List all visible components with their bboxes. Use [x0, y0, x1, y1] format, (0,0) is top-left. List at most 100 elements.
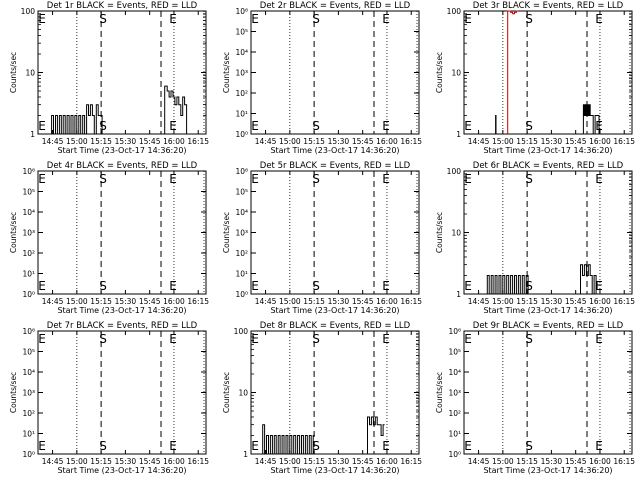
marker-label-s: S [312, 12, 320, 26]
marker-label-s: S [525, 439, 533, 453]
marker-label-e: E [595, 12, 603, 26]
y-tick-label: 10³ [235, 229, 248, 238]
panel-title: Det 3r BLACK = Events, RED = LLD [473, 1, 624, 11]
x-axis-label: Start Time (23-Oct-17 14:36:20) [57, 466, 186, 475]
x-tick-label: 14:45 [42, 457, 64, 466]
marker-label-e: E [38, 119, 46, 133]
y-axis-label: Counts/sec [435, 212, 444, 253]
x-tick-label: 16:15 [613, 137, 635, 146]
x-axis-label: Start Time (23-Oct-17 14:36:20) [483, 466, 612, 475]
x-tick-label: 15:15 [516, 297, 538, 306]
panel-det-5r: Det 5r BLACK = Events, RED = LLDEESSEE14… [222, 161, 422, 315]
marker-label-s: S [312, 439, 320, 453]
y-tick-label: 100 [447, 167, 462, 176]
marker-label-s: S [312, 119, 320, 133]
y-tick-label: 10³ [235, 69, 248, 78]
marker-label-e: E [464, 279, 472, 293]
panel-det-6r: Det 6r BLACK = Events, RED = LLDEESSEE14… [435, 161, 635, 315]
y-tick-label: 10² [22, 409, 35, 418]
y-tick-label: 10³ [448, 389, 461, 398]
y-tick-label: 10⁶ [22, 167, 35, 176]
marker-label-s: S [99, 12, 107, 26]
events-series-line [580, 264, 598, 295]
x-tick-label: 15:15 [90, 137, 112, 146]
y-axis-label: Counts/sec [222, 212, 231, 253]
x-tick-label: 14:45 [42, 297, 64, 306]
x-tick-label: 14:45 [255, 297, 277, 306]
x-tick-label: 15:00 [66, 297, 88, 306]
y-tick-label: 10³ [22, 229, 35, 238]
x-tick-label: 16:00 [589, 297, 611, 306]
y-tick-label: 100 [21, 7, 36, 16]
x-axis-label: Start Time (23-Oct-17 14:36:20) [57, 146, 186, 155]
y-axis-label: Counts/sec [9, 372, 18, 413]
x-tick-label: 15:45 [139, 457, 161, 466]
y-axis-label: Counts/sec [435, 372, 444, 413]
x-tick-label: 15:45 [352, 137, 374, 146]
events-series-line [582, 104, 601, 135]
x-axis-label: Start Time (23-Oct-17 14:36:20) [270, 146, 399, 155]
marker-label-e: E [595, 332, 603, 346]
marker-label-s: S [99, 279, 107, 293]
marker-label-e: E [251, 12, 259, 26]
x-tick-label: 15:30 [328, 297, 350, 306]
y-tick-label: 10² [22, 249, 35, 258]
y-tick-label: 10⁵ [22, 348, 35, 357]
y-tick-label: 1 [456, 130, 461, 139]
marker-label-e: E [169, 279, 177, 293]
y-tick-label: 10⁰ [22, 290, 35, 299]
marker-label-s: S [525, 172, 533, 186]
marker-label-e: E [38, 332, 46, 346]
x-tick-label: 16:00 [163, 457, 185, 466]
marker-label-e: E [382, 172, 390, 186]
marker-label-s: S [525, 12, 533, 26]
x-tick-label: 16:00 [163, 297, 185, 306]
y-tick-label: 10¹ [22, 430, 35, 439]
x-tick-label: 14:45 [468, 457, 490, 466]
x-tick-label: 15:00 [492, 137, 514, 146]
y-tick-label: 10 [451, 69, 461, 78]
x-tick-label: 15:30 [115, 137, 137, 146]
y-tick-label: 10⁵ [235, 28, 248, 37]
y-tick-label: 100 [447, 7, 462, 16]
marker-label-e: E [382, 439, 390, 453]
marker-label-e: E [38, 279, 46, 293]
marker-label-e: E [251, 279, 259, 293]
x-tick-label: 15:00 [492, 297, 514, 306]
y-tick-label: 10³ [22, 389, 35, 398]
marker-label-e: E [251, 439, 259, 453]
panel-det-4r: Det 4r BLACK = Events, RED = LLDEESSEE14… [9, 161, 209, 315]
marker-label-e: E [382, 279, 390, 293]
y-tick-label: 1 [456, 290, 461, 299]
panel-title: Det 8r BLACK = Events, RED = LLD [260, 321, 411, 331]
x-tick-label: 15:15 [516, 457, 538, 466]
panel-title: Det 9r BLACK = Events, RED = LLD [473, 321, 624, 331]
panel-title: Det 5r BLACK = Events, RED = LLD [260, 161, 411, 171]
x-tick-label: 15:30 [541, 457, 563, 466]
plot-frame [250, 170, 420, 295]
x-tick-label: 15:00 [279, 137, 301, 146]
marker-label-e: E [464, 332, 472, 346]
y-tick-label: 10⁰ [22, 450, 35, 459]
marker-label-s: S [99, 119, 107, 133]
plot-frame [37, 330, 207, 455]
plot-frame [37, 170, 207, 295]
marker-label-s: S [525, 279, 533, 293]
marker-label-e: E [595, 172, 603, 186]
x-tick-label: 15:00 [279, 297, 301, 306]
x-tick-label: 16:00 [376, 457, 398, 466]
marker-label-s: S [99, 439, 107, 453]
y-tick-label: 10¹ [448, 430, 461, 439]
y-tick-label: 10⁵ [448, 348, 461, 357]
x-tick-label: 15:15 [303, 137, 325, 146]
panel-title: Det 6r BLACK = Events, RED = LLD [473, 161, 624, 171]
y-tick-label: 10 [25, 69, 35, 78]
marker-label-s: S [99, 332, 107, 346]
panel-title: Det 2r BLACK = Events, RED = LLD [260, 1, 411, 11]
x-tick-label: 15:15 [516, 137, 538, 146]
x-tick-label: 14:45 [42, 137, 64, 146]
events-series-line [164, 85, 189, 135]
marker-label-e: E [595, 279, 603, 293]
marker-label-e: E [251, 119, 259, 133]
events-series-line [262, 424, 315, 455]
